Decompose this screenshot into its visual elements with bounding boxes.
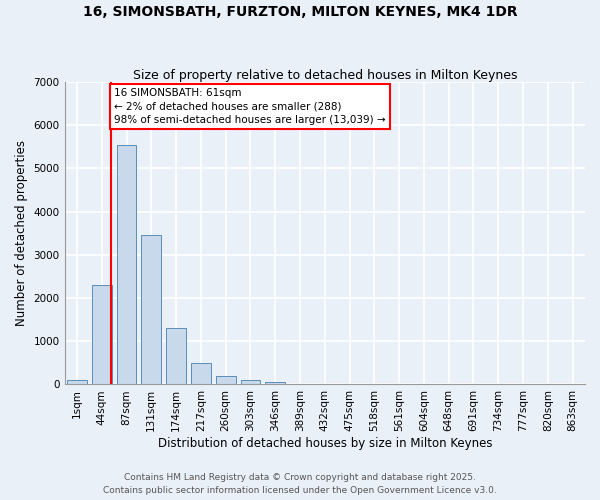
Bar [67,380,87,384]
Title: Size of property relative to detached houses in Milton Keynes: Size of property relative to detached ho… [133,69,517,82]
Bar [241,380,260,384]
Bar [142,236,161,384]
Bar [265,382,285,384]
Y-axis label: Number of detached properties: Number of detached properties [15,140,28,326]
Bar [116,144,136,384]
X-axis label: Distribution of detached houses by size in Milton Keynes: Distribution of detached houses by size … [158,437,492,450]
Text: 16, SIMONSBATH, FURZTON, MILTON KEYNES, MK4 1DR: 16, SIMONSBATH, FURZTON, MILTON KEYNES, … [83,5,517,19]
Bar [166,328,186,384]
Bar [92,285,112,384]
Text: 16 SIMONSBATH: 61sqm
← 2% of detached houses are smaller (288)
98% of semi-detac: 16 SIMONSBATH: 61sqm ← 2% of detached ho… [114,88,386,125]
Bar [216,376,236,384]
Bar [191,363,211,384]
Text: Contains HM Land Registry data © Crown copyright and database right 2025.
Contai: Contains HM Land Registry data © Crown c… [103,474,497,495]
